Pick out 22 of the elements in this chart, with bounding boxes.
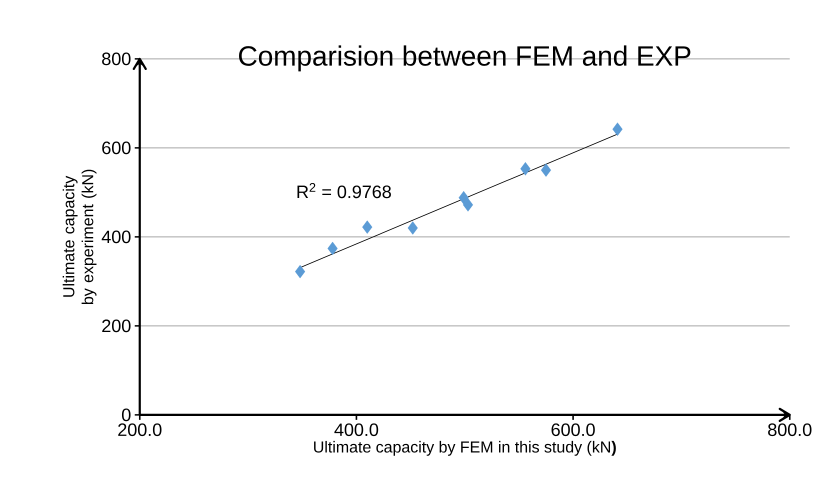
point xyxy=(520,162,530,176)
annotation: R$^{2}$ = 0.9768 xyxy=(297,183,391,198)
point xyxy=(295,264,306,278)
y-tick-label: 600 xyxy=(102,142,131,154)
x-tick-label: 800.0 xyxy=(768,423,812,436)
point xyxy=(540,163,552,177)
point xyxy=(408,221,418,235)
x-axis-title: Ultimate capacity by FEM in this study (kN) xyxy=(314,440,616,456)
point xyxy=(328,242,338,256)
y-tick-label: 800 xyxy=(102,52,131,66)
point xyxy=(362,220,372,234)
x-tick-label: 200.0 xyxy=(118,423,162,436)
point xyxy=(462,198,474,212)
x-tick-label: 400.0 xyxy=(334,423,378,436)
point xyxy=(458,191,469,204)
y-tick-label: 400 xyxy=(102,230,131,244)
y-tick-label: 200 xyxy=(102,320,131,332)
y-axis-title: Ultimate capacity by experiment (kN) xyxy=(62,170,96,304)
chart-title: Comparision between FEM and EXP xyxy=(239,45,690,72)
point xyxy=(612,122,623,136)
y-tick-label: 0 xyxy=(122,408,131,422)
x-tick-label: 600.0 xyxy=(552,423,595,436)
